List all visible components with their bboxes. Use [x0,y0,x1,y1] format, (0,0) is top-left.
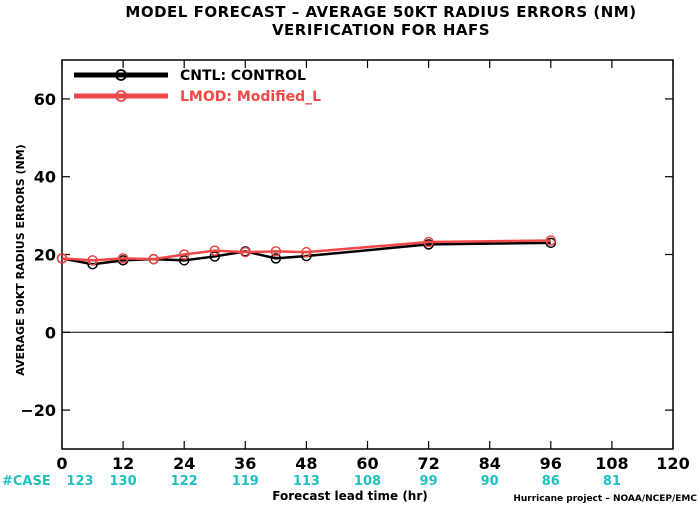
series-point-1 [270,246,282,257]
legend-marker-1 [115,90,127,102]
series-point-0 [209,251,220,262]
x-tick-label: 60 [356,454,378,473]
series-point-1 [178,249,190,260]
case-count: 86 [542,474,560,489]
case-count: 123 [66,474,93,489]
legend-marker-0 [115,69,127,81]
x-tick-label: 72 [417,454,439,473]
y-tick-label: 20 [34,246,56,265]
series-point-1 [209,245,220,256]
chart-title: MODEL FORECAST – AVERAGE 50KT RADIUS ERR… [125,3,636,21]
series-point-1 [87,255,98,266]
series-point-1 [56,253,68,264]
legend-label-0: CNTL: CONTROL [180,68,306,84]
y-axis-label: AVERAGE 50KT RADIUS ERRORS (NM) [14,144,27,375]
y-tick-label: −20 [20,401,56,420]
chart-subtitle: VERIFICATION FOR HAFS [272,21,490,39]
case-label: #CASE [2,474,51,489]
series-point-1 [117,253,129,264]
x-tick-label: 36 [234,454,256,473]
case-count: 122 [171,474,198,489]
y-tick-label: 60 [34,90,56,109]
y-tick-label: 40 [34,168,56,187]
series-point-1 [423,236,434,248]
series-point-0 [178,255,190,266]
x-tick-label: 96 [540,454,562,473]
case-count: 113 [293,474,320,489]
series-point-1 [545,235,557,246]
series-point-1 [240,246,251,258]
legend-label-1: LMOD: Modified_L [180,89,321,105]
x-tick-label: 84 [479,454,501,473]
series-point-0 [270,253,282,264]
case-count: 119 [232,474,259,489]
x-tick-label: 0 [56,454,67,473]
x-axis-label: Forecast lead time (hr) [272,489,428,503]
case-count: 81 [603,474,621,489]
x-tick-label: 12 [112,454,134,473]
case-count: 99 [420,474,438,489]
series-line-0 [61,241,551,266]
x-tick-label: 48 [295,454,317,473]
credit-text: Hurricane project – NOAA/NCEP/EMC [513,494,697,504]
case-count: 130 [110,474,137,489]
case-count: 108 [354,474,381,489]
case-count: 90 [481,474,499,489]
x-tick-label: 108 [595,454,628,473]
series-point-1 [301,246,312,258]
x-tick-label: 120 [656,454,689,473]
x-tick-label: 24 [173,454,195,473]
series-line-1 [61,239,551,262]
y-tick-label: 0 [45,323,56,342]
series-point-1 [148,253,159,265]
